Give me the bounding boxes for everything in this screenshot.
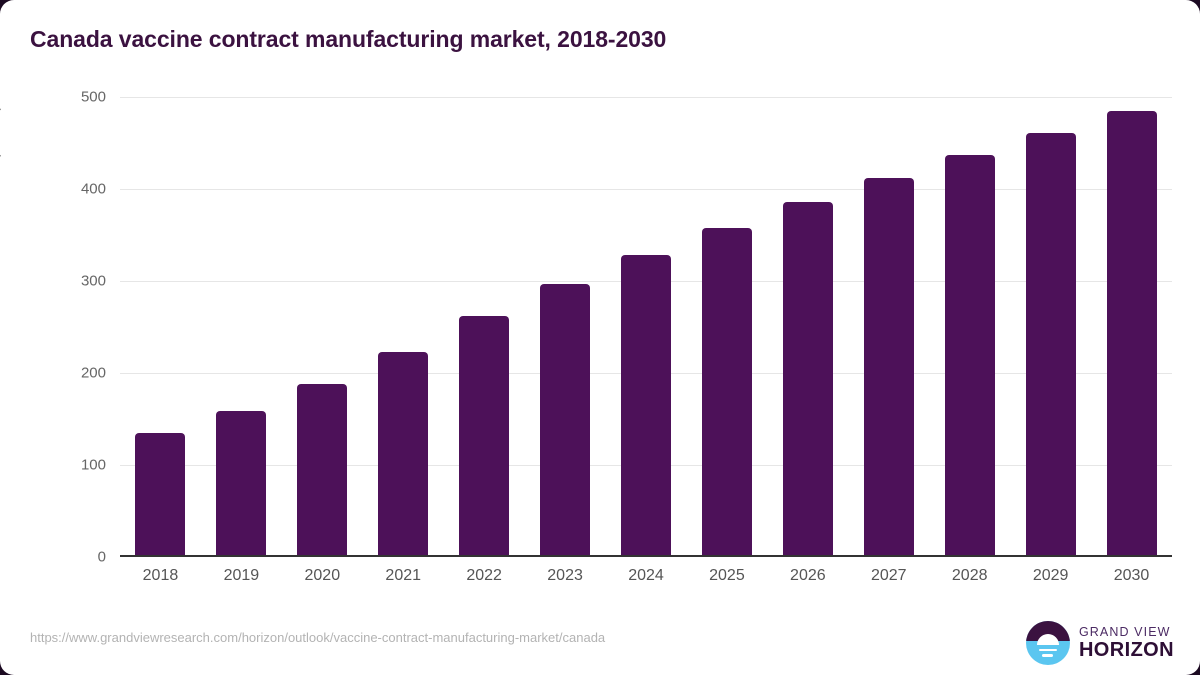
x-axis-tick: 2026 [790,567,826,584]
bar[interactable] [378,351,429,557]
logo-sky [1025,621,1070,642]
logo-sun-dome [1036,634,1059,646]
x-axis-tick: 2021 [385,567,422,584]
logo-brand-bottom: HORIZON [1078,638,1174,661]
y-axis-label: Market Size (US$M) [0,27,2,327]
bar[interactable] [216,410,267,557]
bar[interactable] [1106,110,1157,557]
horizon-sun-icon [1025,621,1070,665]
x-axis-tick: 2030 [1113,567,1150,584]
y-axis-tick: 0 [97,548,106,566]
chart-title: Canada vaccine contract manufacturing ma… [30,26,667,52]
plot-area [120,97,1172,557]
x-axis-tick: 2018 [142,567,179,584]
bar[interactable] [782,201,833,557]
bar[interactable] [621,255,671,557]
bar[interactable] [135,432,186,557]
x-axis-tick: 2019 [223,567,260,584]
gridline [120,189,1172,190]
bar[interactable] [297,384,348,557]
logo-ray-upper [1038,648,1057,652]
x-axis-tick: 2020 [304,567,341,584]
bar[interactable] [944,154,995,557]
x-axis-tick: 2029 [1032,567,1069,584]
grand-view-horizon-logo[interactable]: GRAND VIEW HORIZON [1025,621,1174,665]
y-axis-tick: 100 [80,456,106,474]
x-axis-tick: 2024 [628,567,664,584]
bar[interactable] [701,227,752,557]
y-axis-tick: 500 [80,88,106,106]
source-url[interactable]: https://www.grandviewresearch.com/horizo… [30,630,606,645]
bar[interactable] [459,315,510,557]
x-axis-tick: 2022 [466,567,502,584]
y-axis-tick: 300 [80,272,106,290]
x-axis-tick: 2025 [709,567,745,584]
gridline [120,97,1172,98]
logo-brand-top: GRAND VIEW [1078,625,1171,640]
x-axis-tick: 2023 [547,567,583,584]
bar[interactable] [863,177,914,557]
bar[interactable] [540,283,591,557]
logo-ray-lower [1042,654,1054,657]
x-axis-line [120,555,1172,557]
x-axis-tick: 2027 [870,567,907,584]
y-axis-tick: 400 [80,180,106,198]
bar[interactable] [1025,132,1076,557]
y-axis-tick: 200 [80,364,106,382]
logo-wordmark: GRAND VIEW HORIZON [1079,625,1174,660]
x-axis-tick: 2028 [951,567,988,584]
